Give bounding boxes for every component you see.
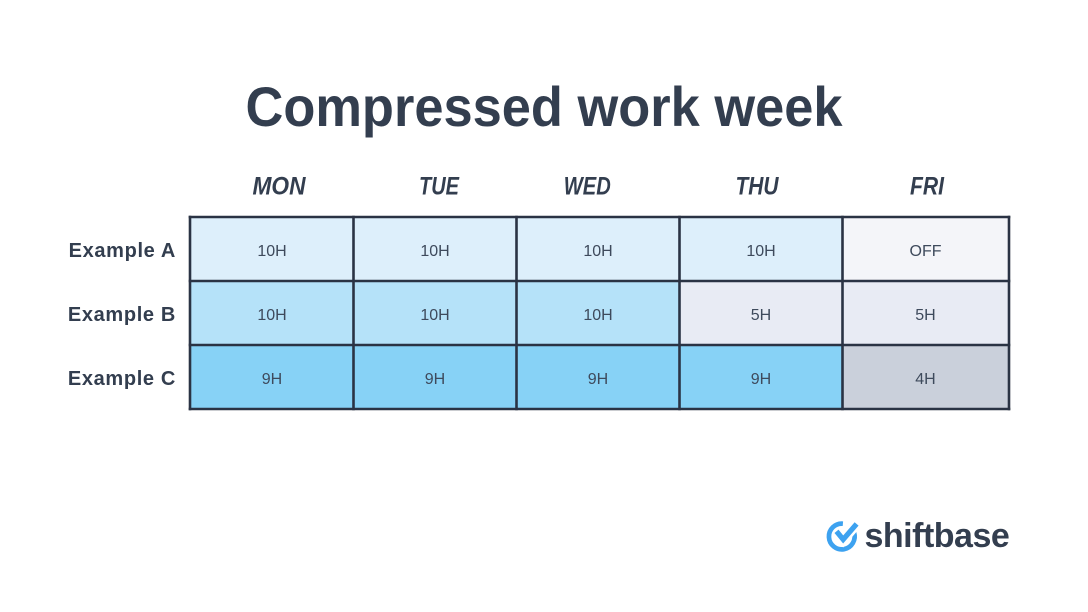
svg-text:WED: WED — [564, 173, 611, 201]
svg-text:Example B: Example B — [68, 304, 176, 326]
svg-text:10H: 10H — [257, 307, 286, 324]
svg-text:4H: 4H — [915, 371, 935, 388]
svg-text:MON: MON — [253, 173, 307, 201]
svg-text:TUE: TUE — [419, 173, 460, 201]
svg-text:Example C: Example C — [68, 368, 176, 390]
svg-text:Example A: Example A — [69, 240, 176, 262]
svg-text:5H: 5H — [751, 307, 771, 324]
svg-text:9H: 9H — [751, 371, 771, 388]
svg-text:5H: 5H — [915, 307, 935, 324]
svg-text:10H: 10H — [583, 243, 612, 260]
svg-text:10H: 10H — [746, 243, 775, 260]
svg-text:9H: 9H — [262, 371, 282, 388]
svg-text:FRI: FRI — [910, 173, 945, 201]
svg-text:10H: 10H — [583, 307, 612, 324]
svg-text:9H: 9H — [588, 371, 608, 388]
svg-text:10H: 10H — [420, 243, 449, 260]
svg-text:Compressed work week: Compressed work week — [246, 75, 844, 138]
svg-text:shiftbase: shiftbase — [865, 517, 1010, 555]
svg-text:9H: 9H — [425, 371, 445, 388]
svg-text:10H: 10H — [257, 243, 286, 260]
svg-text:OFF: OFF — [910, 243, 942, 260]
svg-text:THU: THU — [736, 173, 780, 201]
svg-text:10H: 10H — [420, 307, 449, 324]
